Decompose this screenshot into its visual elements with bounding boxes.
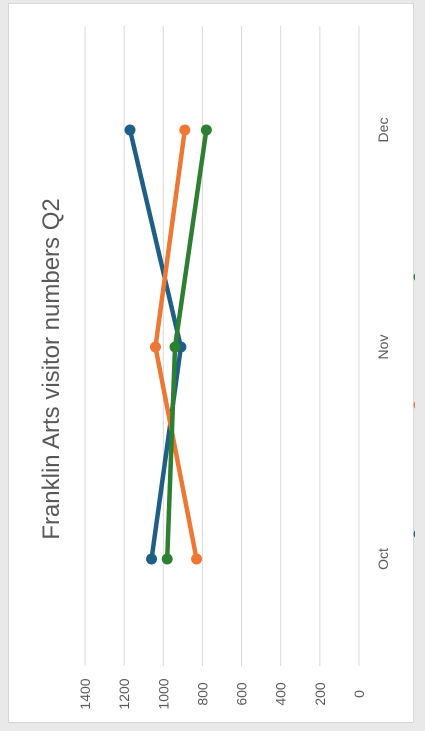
chart-frame: 0 200 400 600 800 1000 1200 1400 Oct Nov Dec Q2 F… [8,3,415,723]
value-tick-label: 1200 [116,678,132,709]
data-point [191,553,203,565]
legend-marker [413,530,415,538]
value-tick-label: 600 [234,682,250,706]
value-tick-label: 1000 [155,678,171,709]
legend-item: Q2 FY24 [413,324,415,409]
value-tick-label: 200 [312,682,328,706]
category-tick-label: Dec [375,118,391,143]
data-point [200,124,212,136]
line-chart: 0 200 400 600 800 1000 1200 1400 Oct Nov Dec Q2 F… [38,26,415,710]
data-point [146,553,158,565]
category-axis-ticks: Oct Nov Dec [375,118,391,570]
gridlines [84,26,360,666]
value-tick-label: 0 [351,690,367,698]
series-q2-fy23 [161,124,212,565]
data-point [161,553,173,565]
legend-label: Q2 FY24 [413,324,415,380]
chart-title: Franklin Arts visitor numbers Q2 [38,198,65,539]
legend: Q2 FY25 Q2 FY24 Q2 FY23 [413,196,415,538]
series-lines [124,124,212,565]
value-tick-label: 400 [273,682,289,706]
category-tick-label: Nov [375,335,391,360]
legend-item: Q2 FY25 [413,453,415,538]
data-point [169,341,181,353]
data-point [149,341,161,353]
data-point [124,124,136,136]
value-tick-label: 800 [194,682,210,706]
value-axis-ticks: 0 200 400 600 800 1000 1200 1400 [77,678,367,709]
legend-marker [413,273,415,281]
legend-label: Q2 FY23 [413,196,415,252]
value-tick-label: 1400 [77,678,93,709]
category-tick-label: Oct [375,548,391,570]
series-q2-fy24 [149,124,203,565]
legend-marker [413,401,415,409]
legend-label: Q2 FY25 [413,453,415,509]
data-point [179,124,191,136]
legend-item: Q2 FY23 [413,196,415,281]
